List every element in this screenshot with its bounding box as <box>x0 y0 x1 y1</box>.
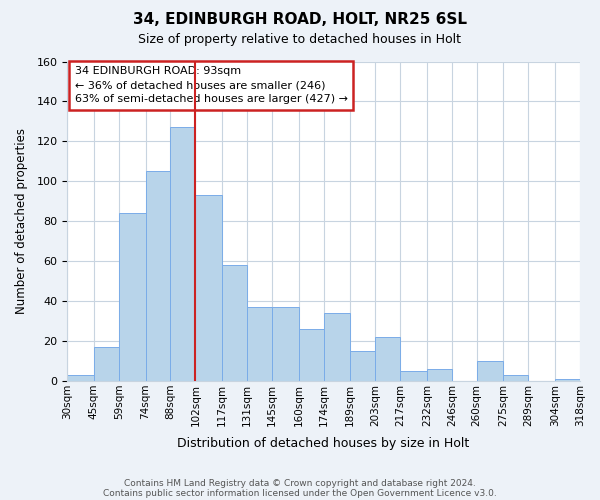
Bar <box>503 375 529 381</box>
Bar <box>400 371 427 381</box>
Text: 34 EDINBURGH ROAD: 93sqm
← 36% of detached houses are smaller (246)
63% of semi-: 34 EDINBURGH ROAD: 93sqm ← 36% of detach… <box>75 66 348 104</box>
Text: 34, EDINBURGH ROAD, HOLT, NR25 6SL: 34, EDINBURGH ROAD, HOLT, NR25 6SL <box>133 12 467 28</box>
Bar <box>555 379 580 381</box>
Bar <box>477 361 503 381</box>
Bar <box>323 313 350 381</box>
Bar <box>146 172 170 381</box>
Bar <box>350 351 375 381</box>
Bar <box>170 128 196 381</box>
X-axis label: Distribution of detached houses by size in Holt: Distribution of detached houses by size … <box>178 437 470 450</box>
Bar <box>375 337 400 381</box>
Y-axis label: Number of detached properties: Number of detached properties <box>15 128 28 314</box>
Text: Size of property relative to detached houses in Holt: Size of property relative to detached ho… <box>139 32 461 46</box>
Bar <box>427 369 452 381</box>
Text: Contains public sector information licensed under the Open Government Licence v3: Contains public sector information licen… <box>103 488 497 498</box>
Bar <box>196 196 222 381</box>
Bar <box>247 307 272 381</box>
Bar <box>67 375 94 381</box>
Bar <box>94 347 119 381</box>
Text: Contains HM Land Registry data © Crown copyright and database right 2024.: Contains HM Land Registry data © Crown c… <box>124 478 476 488</box>
Bar <box>299 329 323 381</box>
Bar <box>272 307 299 381</box>
Bar <box>222 265 247 381</box>
Bar <box>119 214 146 381</box>
